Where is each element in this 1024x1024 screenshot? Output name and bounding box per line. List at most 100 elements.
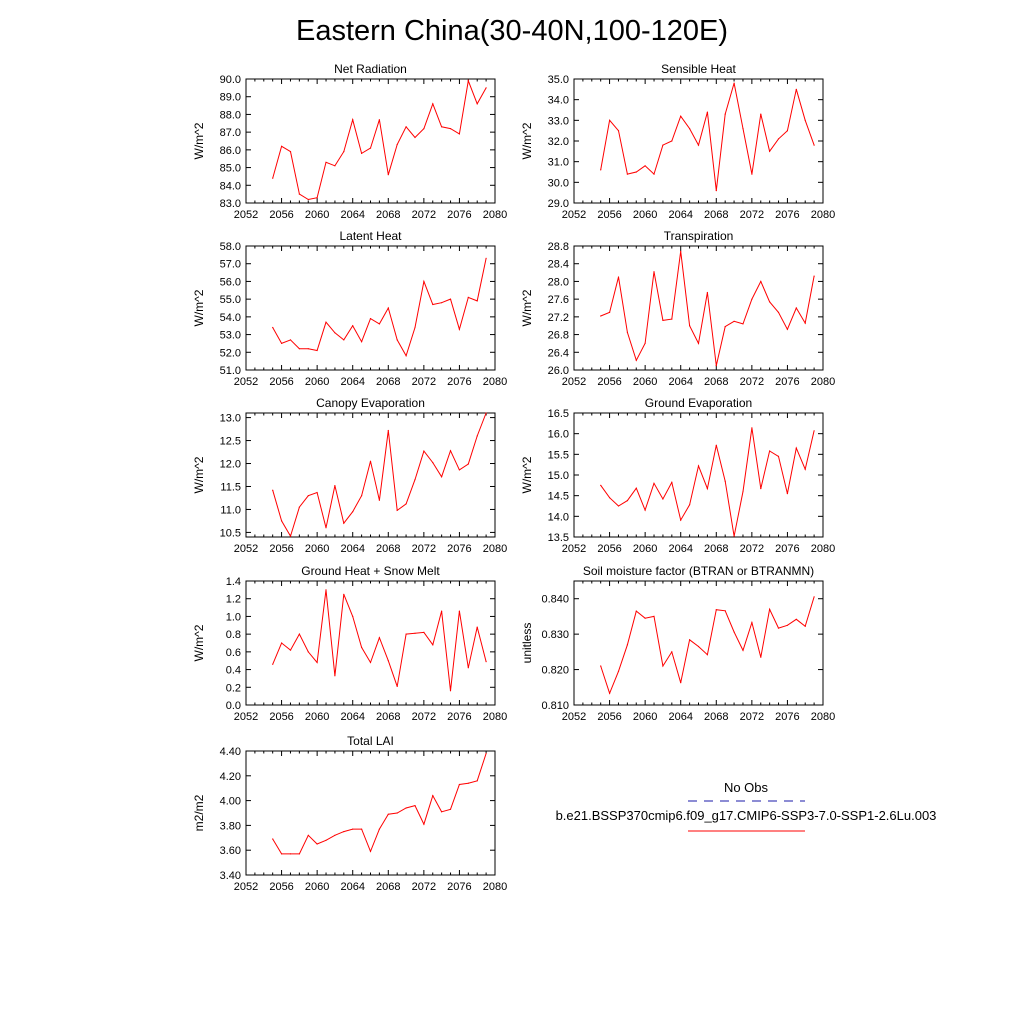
data-point <box>724 480 726 482</box>
y-tick-label: 57.0 <box>220 259 241 271</box>
data-point <box>697 645 700 648</box>
x-tick-label: 2068 <box>704 376 728 388</box>
x-tick-label: 2064 <box>668 376 692 388</box>
y-tick-label: 0.4 <box>226 665 241 677</box>
data-point <box>671 651 673 653</box>
data-point <box>423 450 425 452</box>
data-point <box>387 429 389 432</box>
data-point <box>316 349 318 352</box>
data-point <box>316 197 318 199</box>
data-point <box>671 481 673 483</box>
y-tick-label: 16.5 <box>548 408 569 420</box>
data-point <box>405 503 407 505</box>
x-tick-label: 2052 <box>562 376 586 388</box>
data-point <box>289 151 292 153</box>
data-point <box>777 311 780 313</box>
y-tick-label: 3.40 <box>220 870 241 882</box>
y-tick-label: 58.0 <box>220 241 241 253</box>
x-tick-label: 2080 <box>483 711 507 723</box>
x-tick-label: 2056 <box>597 543 621 555</box>
y-tick-label: 27.6 <box>548 294 569 306</box>
data-point <box>706 291 709 294</box>
data-point <box>289 853 292 855</box>
x-tick-label: 2056 <box>269 881 293 893</box>
data-point <box>467 296 469 298</box>
data-point <box>396 339 398 341</box>
data-point <box>441 126 443 128</box>
data-point <box>423 280 425 282</box>
data-point <box>378 828 380 830</box>
data-point <box>795 447 797 449</box>
x-tick-label: 2064 <box>668 209 692 221</box>
data-point <box>316 661 318 664</box>
y-tick-label: 29.0 <box>548 198 569 210</box>
data-point <box>609 119 611 121</box>
y-tick-label: 3.80 <box>220 820 241 832</box>
data-point <box>786 624 789 626</box>
plot-frame <box>245 78 496 204</box>
data-point <box>334 675 336 677</box>
y-tick-label: 1.4 <box>226 576 241 588</box>
y-axis-label: W/m^2 <box>520 122 534 159</box>
data-point <box>680 519 682 521</box>
data-point <box>662 144 664 146</box>
x-tick-label: 2052 <box>234 881 258 893</box>
y-tick-label: 52.0 <box>220 347 241 359</box>
y-tick-label: 4.00 <box>220 796 241 808</box>
y-tick-label: 16.0 <box>548 429 569 441</box>
data-point <box>724 610 726 612</box>
data-point <box>760 280 762 282</box>
data-point <box>662 665 664 667</box>
panel-title: Latent Heat <box>339 229 402 243</box>
data-point <box>441 610 443 612</box>
chart-panel: 2052 2056 2060 2064 2068 2072 2076 2080 29.0 30.0… <box>520 62 835 221</box>
y-tick-label: 0.2 <box>226 682 241 694</box>
y-tick-label: 0.6 <box>226 647 241 659</box>
panel-title: Net Radiation <box>334 62 407 76</box>
data-point <box>352 119 354 121</box>
data-point <box>724 113 726 115</box>
chart-panel: 2052 2056 2060 2064 2068 2072 2076 2080 0.0 0.2 0.… <box>192 564 507 723</box>
data-point <box>600 484 602 486</box>
legend-case-label: b.e21.BSSP370cmip6.f09_g17.CMIP6-SSP3-7.… <box>556 808 937 823</box>
data-point <box>272 177 274 179</box>
y-tick-label: 12.0 <box>220 459 241 471</box>
data-point <box>352 615 354 618</box>
data-point <box>432 795 434 797</box>
data-point <box>396 509 398 511</box>
data-point <box>786 130 789 132</box>
data-point <box>733 631 735 633</box>
data-point <box>751 298 753 300</box>
data-point <box>467 463 469 465</box>
x-tick-label: 2052 <box>562 543 586 555</box>
panel-grid: 2052 2056 2060 2064 2068 2072 2076 2080 83.0 84.0… <box>192 62 835 893</box>
data-point <box>742 323 744 325</box>
data-point <box>352 828 354 830</box>
x-tick-label: 2072 <box>412 543 436 555</box>
data-point <box>432 303 434 306</box>
data-point <box>369 661 372 664</box>
y-tick-label: 13.0 <box>220 413 241 425</box>
data-point <box>760 488 762 490</box>
data-point <box>334 834 336 836</box>
data-point <box>369 460 372 462</box>
data-point <box>476 780 478 782</box>
data-point <box>361 152 363 154</box>
y-axis-label: W/m^2 <box>192 456 206 493</box>
data-point <box>617 670 620 672</box>
x-tick-label: 2068 <box>376 711 400 723</box>
y-tick-label: 26.8 <box>548 330 569 342</box>
data-point <box>795 88 797 90</box>
data-point <box>467 667 469 669</box>
data-point <box>795 618 797 620</box>
data-point <box>449 808 452 810</box>
x-tick-label: 2056 <box>597 376 621 388</box>
y-tick-label: 0.8 <box>226 629 241 641</box>
data-point <box>369 850 372 853</box>
data-point <box>361 828 363 830</box>
data-point <box>307 651 309 653</box>
data-point <box>396 685 398 688</box>
data-point <box>289 535 292 537</box>
data-point <box>742 649 744 652</box>
data-point <box>307 198 309 201</box>
